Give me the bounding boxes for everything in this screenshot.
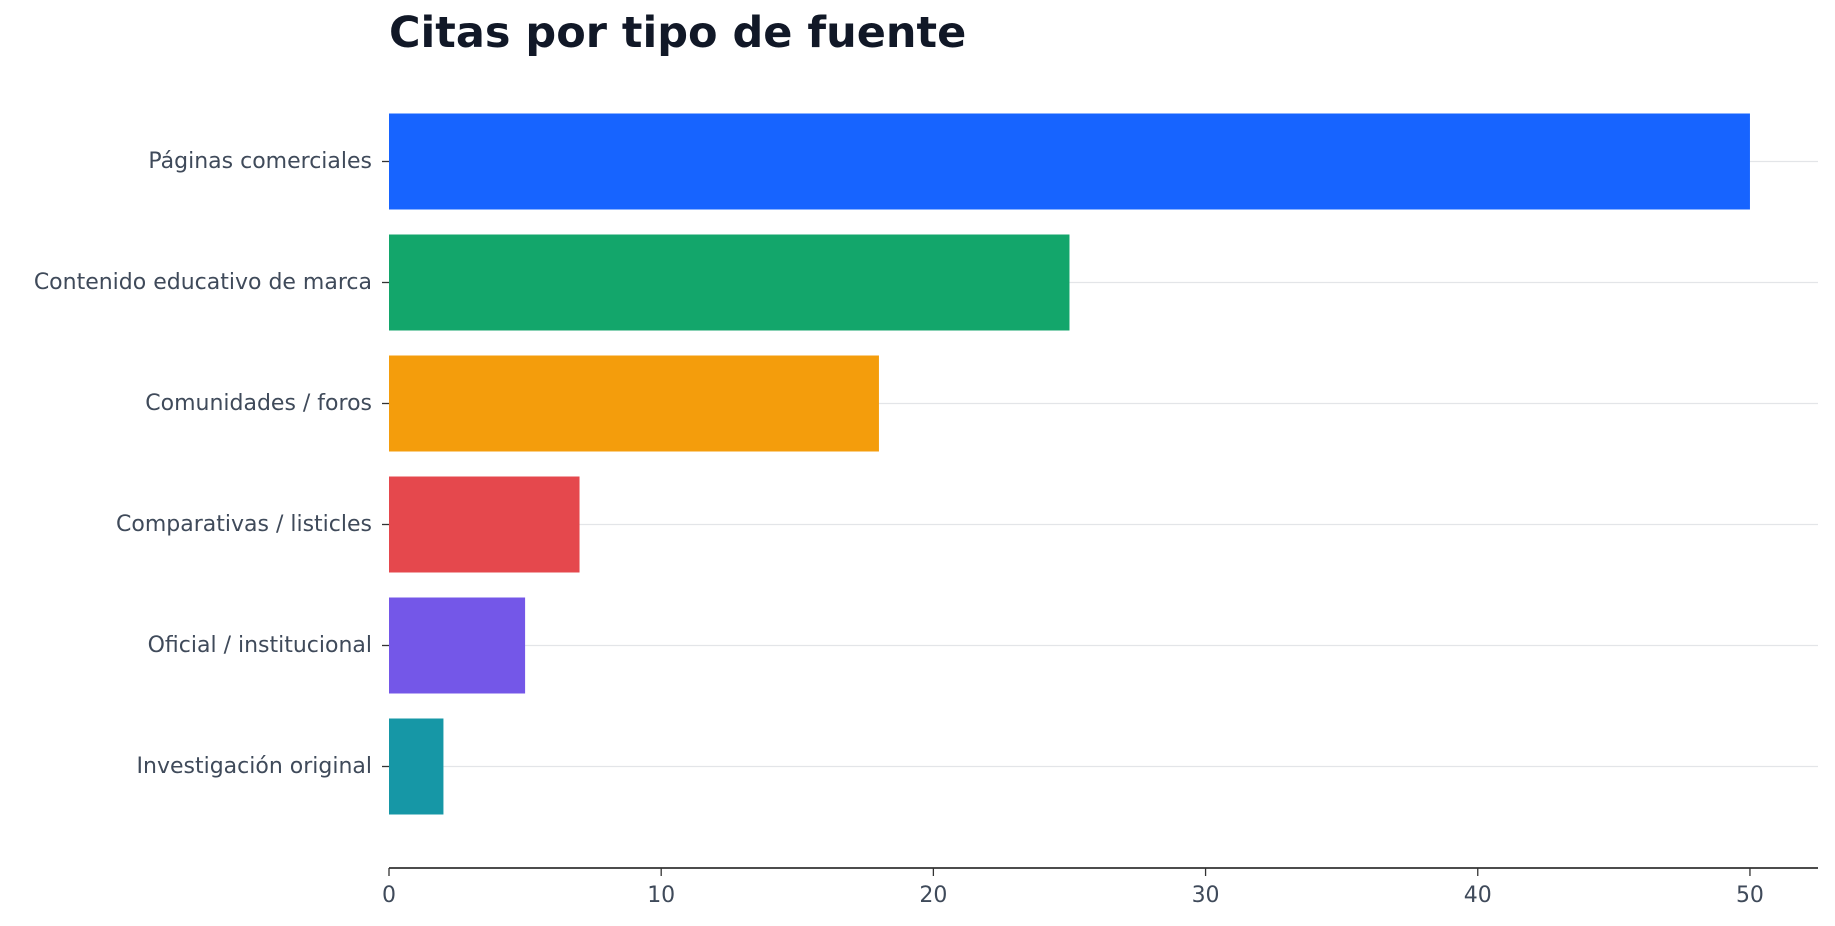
bar bbox=[389, 234, 1070, 331]
category-labels: Páginas comerciales Contenido educativo d… bbox=[34, 149, 389, 779]
category-label: Contenido educativo de marca bbox=[34, 270, 372, 295]
category-label: Comunidades / foros bbox=[145, 391, 372, 416]
bar bbox=[389, 718, 444, 815]
category-label: Investigación original bbox=[137, 754, 372, 779]
x-tick-label: 10 bbox=[647, 883, 675, 908]
chart-title: Citas por tipo de fuente bbox=[389, 8, 967, 58]
x-tick-label: 20 bbox=[919, 883, 947, 908]
category-label: Páginas comerciales bbox=[148, 149, 372, 174]
x-tick-label: 50 bbox=[1736, 883, 1764, 908]
bar bbox=[389, 597, 526, 694]
bars bbox=[389, 113, 1750, 815]
x-tick-label: 40 bbox=[1464, 883, 1492, 908]
x-tick-label: 0 bbox=[382, 883, 396, 908]
x-tick-label: 30 bbox=[1192, 883, 1220, 908]
bar bbox=[389, 355, 879, 452]
category-label: Oficial / institucional bbox=[148, 633, 372, 658]
category-label: Comparativas / listicles bbox=[116, 512, 372, 537]
x-axis: 0 10 20 30 40 50 bbox=[382, 867, 1818, 908]
bar bbox=[389, 476, 580, 573]
bar bbox=[389, 113, 1750, 210]
